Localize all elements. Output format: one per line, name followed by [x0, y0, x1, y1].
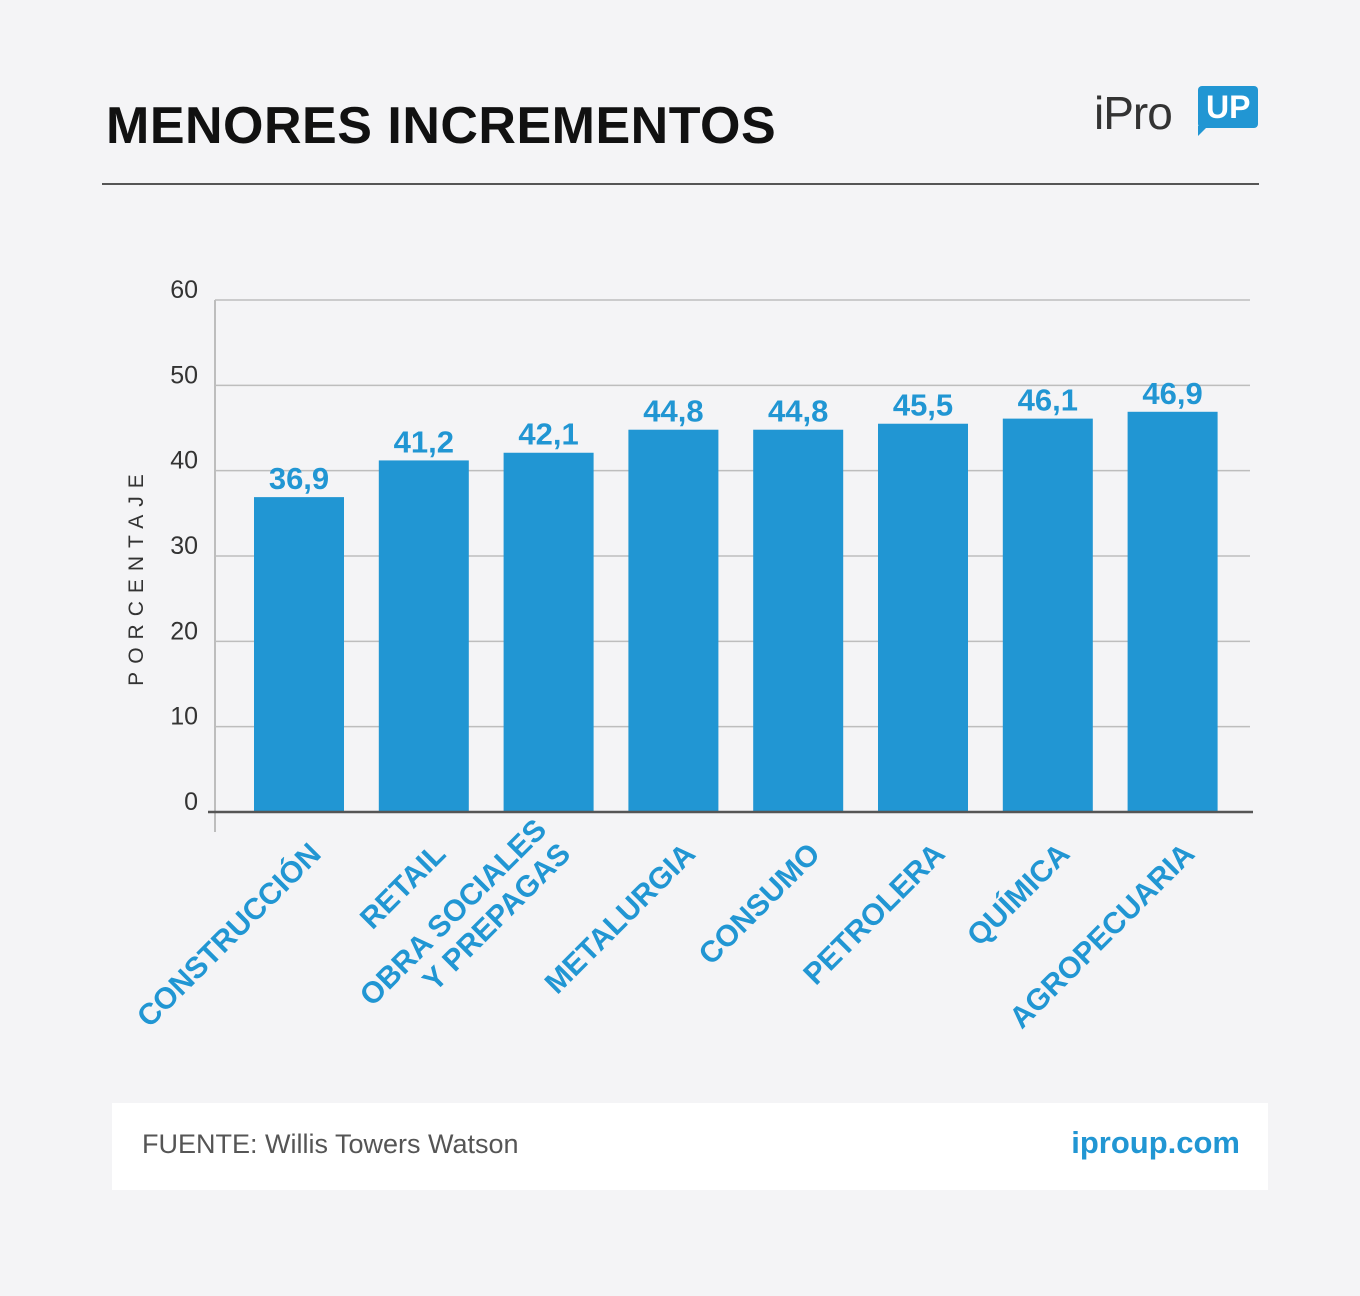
y-tick-label: 40 — [170, 447, 198, 475]
value-label: 44,8 — [643, 394, 703, 429]
gridlines — [215, 299, 1250, 728]
bar — [878, 423, 968, 812]
category-label: CONSTRUCCIÓN — [130, 836, 327, 1033]
axes — [208, 300, 1253, 832]
bar-chart: 0 10 20 30 40 50 60 36,9 41,2 42,1 44,8 44,8 45,5 46… — [125, 276, 1253, 1035]
category-label: CONSUMO — [693, 837, 827, 971]
bar — [503, 452, 594, 812]
bar — [628, 429, 719, 812]
y-tick-label: 20 — [170, 617, 198, 645]
bars — [254, 411, 1218, 812]
value-label: 44,8 — [768, 394, 828, 429]
logo-text: iPro — [1094, 87, 1173, 139]
value-label: 45,5 — [893, 388, 953, 423]
title-divider — [102, 183, 1259, 185]
y-axis-ticks: 0 10 20 30 40 50 60 — [170, 276, 198, 816]
footer: FUENTE: Willis Towers Watson iproup.com — [112, 1103, 1268, 1190]
bar — [254, 497, 344, 812]
value-labels: 36,9 41,2 42,1 44,8 44,8 45,5 46,1 46,9 — [269, 376, 1203, 496]
y-tick-label: 60 — [170, 276, 198, 304]
y-tick-label: 10 — [170, 703, 198, 731]
bar — [378, 460, 469, 812]
chart-title: MENORES INCREMENTOS — [106, 97, 777, 155]
y-tick-label: 30 — [170, 532, 198, 560]
category-label-line: CONSUMO — [693, 837, 827, 971]
source-note: FUENTE: Willis Towers Watson — [142, 1129, 519, 1159]
site-link[interactable]: iproup.com — [1071, 1125, 1240, 1160]
value-label: 36,9 — [269, 461, 329, 496]
category-label-line: QUÍMICA — [960, 836, 1076, 952]
logo-badge: UP — [1198, 86, 1259, 128]
y-axis-label: PORCENTAJE — [125, 466, 148, 686]
y-tick-label: 50 — [170, 361, 198, 389]
iproup-logo: iPro UP — [1094, 86, 1270, 150]
bar — [1002, 418, 1093, 812]
logo-notch-icon — [1198, 126, 1208, 136]
value-label: 41,2 — [394, 424, 454, 459]
value-label: 42,1 — [518, 417, 578, 452]
bar — [753, 429, 844, 812]
value-label: 46,9 — [1142, 376, 1202, 411]
bar — [1127, 411, 1218, 812]
category-label: QUÍMICA — [960, 836, 1076, 952]
y-tick-label: 0 — [184, 788, 198, 816]
category-label-line: CONSTRUCCIÓN — [130, 836, 327, 1033]
value-label: 46,1 — [1018, 383, 1078, 418]
